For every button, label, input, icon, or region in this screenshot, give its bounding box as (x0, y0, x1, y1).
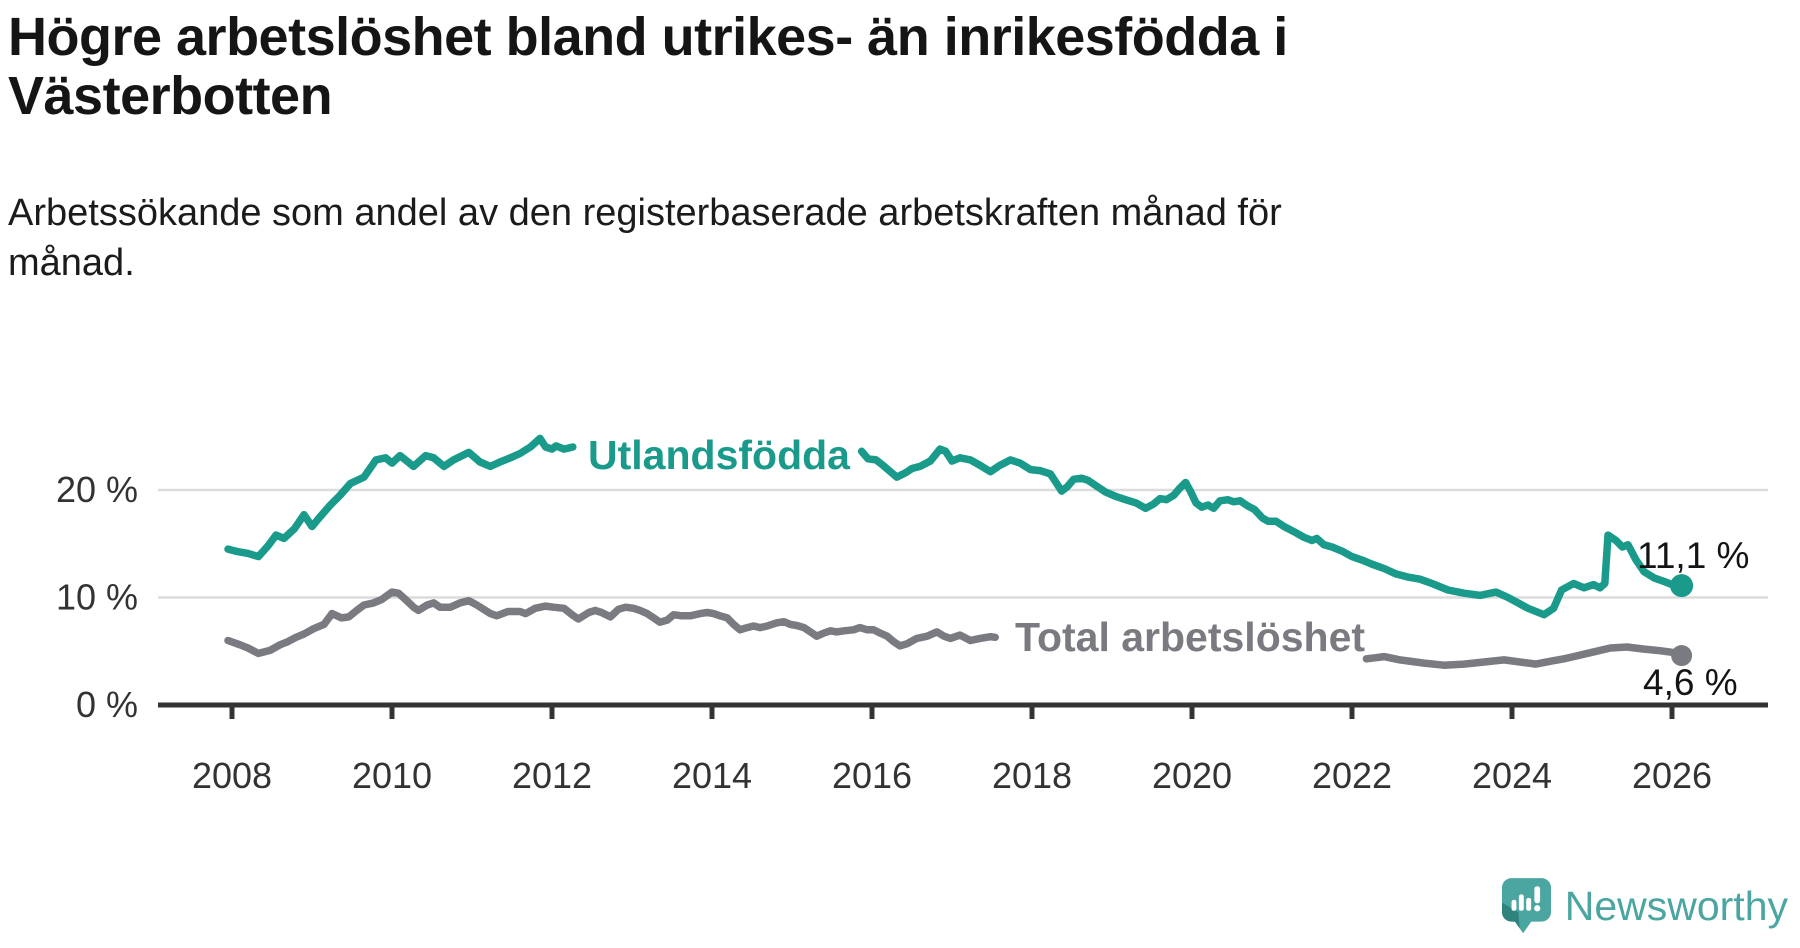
x-tick-label: 2024 (1472, 755, 1552, 796)
title-line-2: Västerbotten (8, 66, 333, 126)
series-line-total-arbetsl-shet (1362, 643, 1686, 669)
brand-name: Newsworthy (1564, 882, 1788, 929)
y-tick-label: 10 % (56, 577, 138, 618)
series-line-utlandsf-dda (857, 445, 1686, 619)
series-end-dot (1670, 574, 1694, 598)
end-value-label: 11,1 % (1637, 535, 1749, 576)
x-tick-label: 2018 (992, 755, 1072, 796)
x-tick-label: 2014 (672, 755, 752, 796)
y-tick-label: 0 % (76, 684, 138, 725)
x-tick-label: 2010 (352, 755, 432, 796)
title-line-1: Högre arbetslöshet bland utrikes- än inr… (8, 7, 1288, 67)
y-tick-label: 20 % (56, 469, 138, 510)
series-label: Utlandsfödda (588, 432, 851, 478)
chart-subtitle: Arbetssökande som andel av den registerb… (8, 188, 1282, 288)
subtitle-line-1: Arbetssökande som andel av den registerb… (8, 192, 1282, 234)
series-label: Total arbetslöshet (1015, 614, 1365, 660)
end-value-label: 4,6 % (1643, 662, 1738, 703)
newsworthy-logo: Newsworthy (1501, 876, 1788, 936)
x-tick-label: 2026 (1632, 755, 1712, 796)
speech-bubble-bar-chart-icon (1501, 878, 1551, 934)
x-tick-label: 2012 (512, 755, 592, 796)
subtitle-line-2: månad. (8, 242, 135, 284)
series-line-utlandsf-dda (224, 434, 577, 561)
series-end-dot (1671, 645, 1693, 667)
x-tick-label: 2008 (192, 755, 272, 796)
page-title: Högre arbetslöshet bland utrikes- än inr… (8, 8, 1288, 126)
x-tick-label: 2020 (1152, 755, 1232, 796)
series-line-total-arbetsl-shet (224, 588, 999, 658)
x-tick-label: 2022 (1312, 755, 1392, 796)
x-tick-label: 2016 (832, 755, 912, 796)
